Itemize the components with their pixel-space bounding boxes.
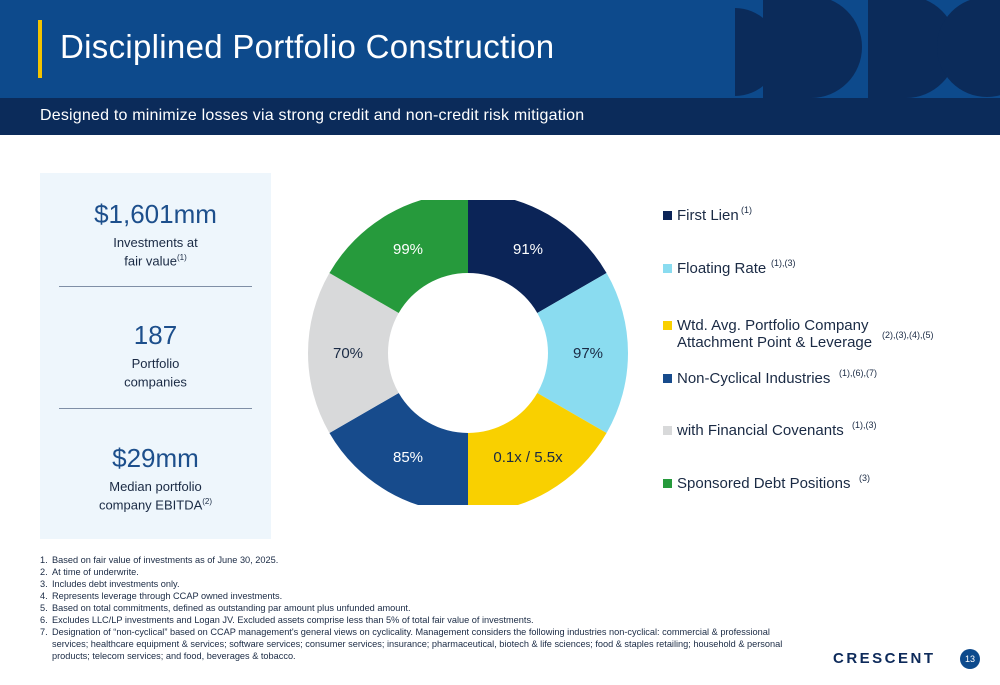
footnote-number: 4.	[40, 591, 48, 601]
stat-label-line2: fair value	[124, 253, 177, 269]
donut-label-financial-covenants: 70%	[333, 345, 363, 362]
legend-footnote-ref: (1),(3)	[852, 420, 877, 430]
footnote: 4. Represents leverage through CCAP owned…	[40, 590, 800, 602]
legend-footnote-ref: (3)	[859, 473, 870, 483]
footnote: 7. Designation of “non-cyclical” based on…	[40, 626, 800, 662]
stat-label: Investments at fair value(1)	[40, 235, 271, 268]
legend-swatch	[663, 264, 672, 273]
footnote-text: Includes debt investments only.	[52, 579, 180, 589]
footnote-number: 7.	[40, 627, 48, 637]
legend-footnote-ref: (1),(3)	[771, 258, 796, 268]
stat-value: $29mm	[112, 443, 199, 473]
footnote: 5. Based on total commitments, defined as…	[40, 602, 800, 614]
header-banner: Disciplined Portfolio Construction	[0, 0, 1000, 98]
title-accent-bar	[38, 20, 42, 78]
stat-investments: $1,601mm Investments at fair value(1)	[40, 199, 271, 268]
deco-block-2	[868, 0, 906, 98]
stat-footnote-ref: (1)	[176, 253, 187, 262]
footnote-number: 6.	[40, 615, 48, 625]
divider	[59, 408, 252, 409]
legend-label: Wtd. Avg. Portfolio Company	[677, 317, 869, 334]
donut-slice-first-lien	[468, 200, 607, 313]
donut-label-non-cyclical: 85%	[393, 449, 423, 466]
subtitle-bar: Designed to minimize losses via strong c…	[0, 98, 1000, 135]
subtitle: Designed to minimize losses via strong c…	[40, 107, 585, 124]
legend-footnote-ref: (1),(6),(7)	[839, 368, 877, 378]
stat-label-line2: companies	[124, 374, 187, 390]
footnote: 1. Based on fair value of investments as …	[40, 554, 800, 566]
stats-panel: $1,601mm Investments at fair value(1) 18…	[40, 173, 271, 539]
footnote-text: Based on total commitments, defined as o…	[52, 603, 411, 613]
page-title: Disciplined Portfolio Construction	[60, 28, 555, 65]
legend-label: Floating Rate	[677, 260, 767, 277]
legend-footnote-ref: (2),(3),(4),(5)	[882, 330, 934, 340]
footnote-text: Designation of “non-cyclical” based on C…	[52, 627, 783, 661]
donut-slice-financial-covenants	[308, 273, 399, 433]
donut-slice-sponsored-debt	[329, 200, 468, 313]
deco-block-1	[763, 0, 811, 98]
stat-portfolio-companies: 187 Portfolio companies	[40, 320, 271, 389]
stat-value: 187	[133, 320, 178, 350]
footnote-text: Excludes LLC/LP investments and Logan JV…	[52, 615, 534, 625]
deco-half-circle-2	[811, 0, 862, 98]
crescent-logo: CRESCENT	[833, 650, 936, 667]
legend-swatch	[663, 479, 672, 488]
donut-label-floating-rate: 97%	[573, 345, 603, 362]
footnotes: 1. Based on fair value of investments as …	[40, 554, 800, 662]
footnote-text: At time of underwrite.	[52, 567, 139, 577]
donut-slice-non-cyclical	[329, 393, 468, 505]
stat-median-ebitda: $29mm Median portfolio company EBITDA(2)	[40, 443, 271, 512]
stat-label: Median portfolio company EBITDA(2)	[40, 479, 271, 512]
portfolio-donut-graphic: 91% 97% 0.1x / 5.5x 85% 70% 99%	[308, 200, 628, 505]
footnote: 3. Includes debt investments only.	[40, 578, 800, 590]
legend-label: with Financial Covenants	[677, 422, 844, 439]
stat-label-line1: Portfolio	[131, 356, 180, 371]
stat-label-line1: Median portfolio	[109, 479, 202, 494]
donut-slice-floating-rate	[537, 273, 628, 433]
donut-label-attachment-leverage: 0.1x / 5.5x	[493, 449, 563, 466]
footnote-number: 2.	[40, 567, 48, 577]
stat-label: Portfolio companies	[40, 356, 271, 389]
stat-value: $1,601mm	[94, 199, 217, 229]
legend-label-line2: Attachment Point & Leverage	[677, 334, 873, 351]
footnote-number: 3.	[40, 579, 48, 589]
stat-label-line1: Investments at	[113, 235, 198, 250]
footnote-number: 5.	[40, 603, 48, 613]
deco-circle	[937, 0, 1000, 97]
legend-footnote-ref: (1)	[741, 205, 752, 215]
stat-footnote-ref: (2)	[202, 497, 213, 506]
page-number: 13	[960, 649, 980, 669]
footnote: 6. Excludes LLC/LP investments and Logan …	[40, 614, 800, 626]
donut-slice-attachment-leverage	[468, 393, 607, 505]
decorative-shapes	[735, 0, 1000, 98]
legend-swatch	[663, 426, 672, 435]
donut-label-first-lien: 91%	[513, 241, 543, 258]
stat-label-line2: company EBITDA	[98, 497, 203, 513]
footnote-text: Based on fair value of investments as of…	[52, 555, 279, 565]
footnote-number: 1.	[40, 555, 48, 565]
legend-label: Non-Cyclical Industries	[677, 370, 831, 387]
legend-swatch	[663, 321, 672, 330]
footnote-text: Represents leverage through CCAP owned i…	[52, 591, 283, 601]
legend-label: Sponsored Debt Positions	[677, 475, 851, 492]
legend-label: First Lien	[677, 207, 739, 224]
legend-swatch	[663, 211, 672, 220]
footnote: 2. At time of underwrite.	[40, 566, 800, 578]
donut-label-sponsored-debt: 99%	[393, 241, 423, 258]
legend-swatch	[663, 374, 672, 383]
divider	[59, 286, 252, 287]
